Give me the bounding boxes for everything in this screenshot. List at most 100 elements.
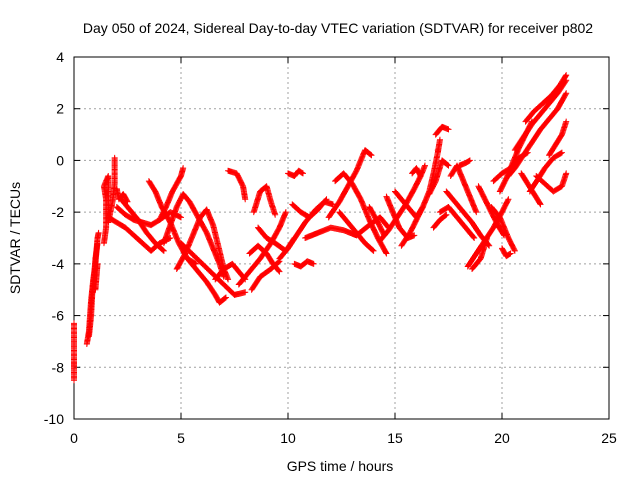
y-tick-label: -6 (52, 308, 65, 324)
data-point (473, 209, 480, 216)
series-track-45 (499, 245, 514, 260)
series-track-42 (488, 203, 518, 254)
data-point (71, 377, 77, 384)
y-tick-label: -4 (52, 256, 65, 272)
series-track-24 (336, 209, 377, 254)
data-point (470, 234, 477, 241)
x-tick-label: 10 (280, 430, 296, 446)
data-point (383, 250, 390, 257)
data-point (505, 196, 512, 203)
data-point (421, 162, 428, 169)
axis-ticks: 0 5 10 15 20 25 -10 -8 -6 -4 -2 0 2 4 (44, 49, 617, 446)
data-point (471, 235, 478, 241)
data-point (299, 169, 306, 176)
series-track-47 (511, 77, 570, 154)
data-point (557, 150, 564, 157)
data-point (272, 211, 279, 218)
series-track-19 (289, 196, 330, 221)
series-track-40 (469, 235, 491, 273)
series-track-5 (156, 165, 187, 223)
data-point (511, 247, 518, 254)
data-point (536, 200, 543, 207)
data-point (504, 197, 511, 204)
y-tick-label: 2 (56, 101, 64, 117)
series-rise-c (92, 260, 101, 293)
series-track-11 (225, 167, 249, 203)
data-point (222, 295, 229, 302)
y-tick-label: -8 (52, 359, 65, 375)
y-tick-label: 0 (56, 152, 64, 168)
data-point (511, 246, 518, 253)
x-tick-label: 25 (601, 430, 617, 446)
data-point (160, 247, 167, 254)
data-point (322, 197, 329, 204)
data-point (466, 157, 473, 164)
data-point (242, 289, 249, 296)
data-points (71, 72, 570, 384)
data-point (369, 247, 376, 254)
series-track-18 (285, 167, 306, 179)
data-point (562, 73, 569, 80)
data-point (537, 201, 544, 208)
y-tick-label: -2 (52, 204, 65, 220)
data-point (276, 268, 283, 275)
series-track-32 (430, 211, 450, 231)
series-track-52 (546, 118, 570, 159)
series-track-14 (248, 258, 283, 293)
data-point (563, 170, 570, 177)
data-point (563, 90, 570, 97)
data-point (382, 249, 389, 256)
data-point (445, 126, 452, 133)
series-track-15 (250, 183, 279, 218)
series-track-51 (533, 170, 570, 195)
data-point (275, 258, 282, 265)
series-track-33 (432, 123, 452, 138)
x-tick-label: 15 (387, 430, 403, 446)
data-point (370, 247, 377, 254)
data-point (417, 172, 424, 179)
data-point (275, 267, 282, 274)
data-point (442, 212, 449, 219)
data-point (563, 118, 570, 125)
data-point (443, 211, 450, 218)
series-track-29 (398, 136, 443, 249)
data-point (417, 171, 424, 178)
series-early-cluster (100, 154, 118, 247)
data-point (178, 214, 184, 221)
data-point (323, 196, 330, 203)
data-point (563, 72, 570, 79)
x-tick-label: 20 (494, 430, 510, 446)
data-point (368, 152, 375, 159)
data-point (242, 196, 249, 203)
data-point (507, 250, 514, 257)
x-axis-label: GPS time / hours (287, 458, 394, 474)
series-track-48 (522, 72, 570, 125)
series-track-13 (246, 242, 283, 275)
y-axis-label: SDTVAR / TECUs (7, 182, 23, 294)
data-point (558, 149, 565, 156)
series-track-50 (526, 149, 565, 195)
data-point (95, 229, 102, 236)
data-point (466, 157, 473, 164)
data-point (111, 154, 118, 161)
data-point (299, 170, 306, 177)
series-track-8 (178, 240, 249, 298)
series-track-9 (182, 253, 229, 306)
x-tick-label: 0 (70, 430, 78, 446)
data-point (367, 151, 374, 158)
data-point (436, 136, 443, 143)
data-point (310, 260, 317, 267)
plot-frame (73, 56, 610, 420)
chart-title: Day 050 of 2024, Sidereal Day-to-day VTE… (83, 20, 593, 36)
data-point (434, 147, 441, 154)
series-track-46 (505, 90, 570, 179)
series-track-35 (436, 203, 478, 241)
data-point (445, 162, 452, 169)
data-point (282, 209, 289, 216)
series-start-outliers (71, 320, 77, 384)
data-point (411, 232, 418, 239)
series-track-3 (118, 196, 167, 254)
data-point (222, 294, 229, 301)
series-track-20 (291, 258, 317, 270)
